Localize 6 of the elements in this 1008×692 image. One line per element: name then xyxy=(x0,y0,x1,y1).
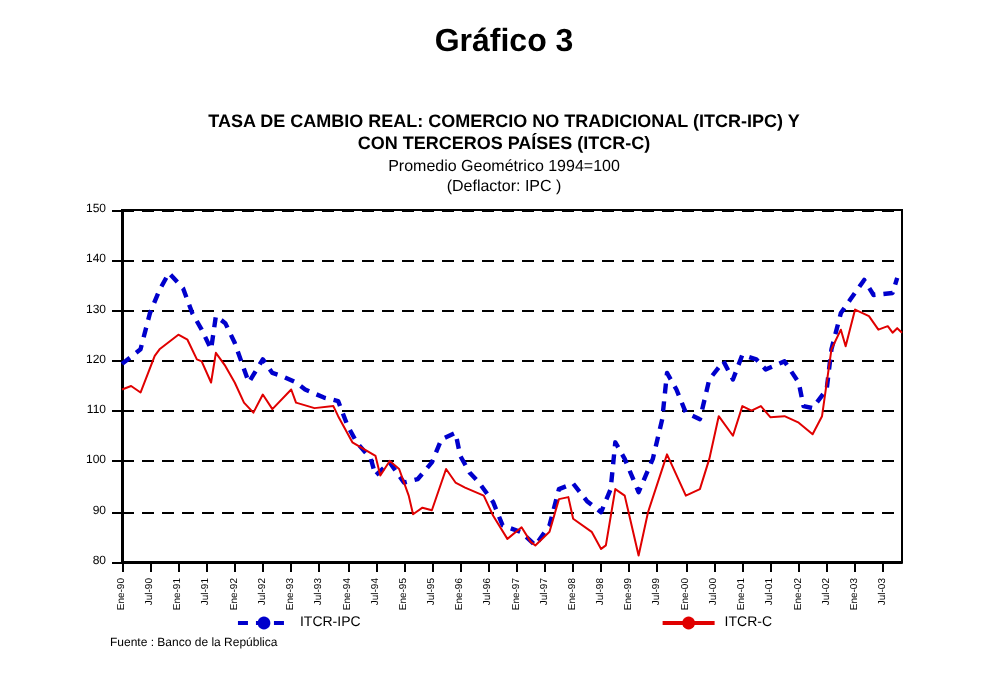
chart-subtitle: TASA DE CAMBIO REAL: COMERCIO NO TRADICIONAL (ITCR-IPC) Y CON TERCEROS PAÍSES (ITCR-C) xyxy=(208,111,800,153)
line-series xyxy=(119,270,900,548)
text: Promedio Geométrico 1994=100 xyxy=(388,157,621,175)
text: (Deflactor: IPC ) xyxy=(446,177,563,195)
line-series xyxy=(121,308,903,557)
chart-title: Gráfico 3 xyxy=(434,25,574,59)
